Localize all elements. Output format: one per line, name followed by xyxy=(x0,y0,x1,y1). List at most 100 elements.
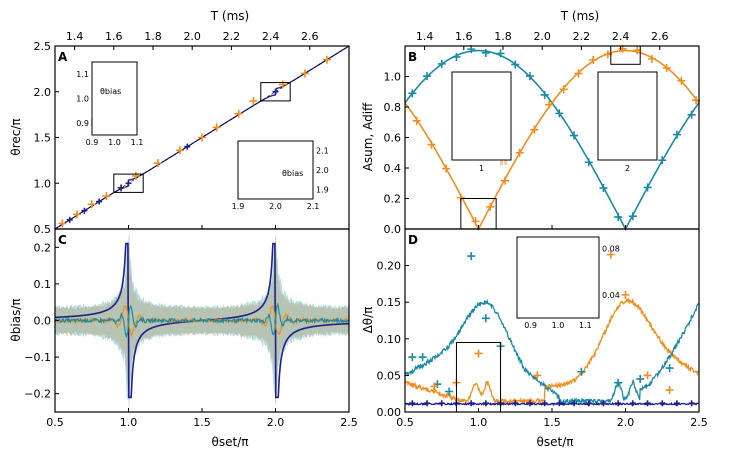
d-xtick-label: 1.5 xyxy=(543,416,561,429)
b-ytick-label: 0.2 xyxy=(384,193,402,206)
data-point-a-orange xyxy=(234,109,243,118)
data-point-d-navy xyxy=(541,400,548,407)
data-point-a-orange xyxy=(175,146,184,155)
data-point-d-orange xyxy=(621,290,630,299)
b-top-tick-label: 1.4 xyxy=(416,30,434,43)
data-point-b-adiff xyxy=(677,76,686,85)
series-d-teal xyxy=(404,298,699,406)
data-point-b-adiff xyxy=(559,85,568,94)
data-point-d-teal xyxy=(614,378,623,387)
data-point-d-navy xyxy=(512,400,519,407)
d-xtick-label: 0.5 xyxy=(396,416,414,429)
b-top-tick-label: 2.0 xyxy=(533,30,551,43)
data-point-a-navy xyxy=(81,207,88,214)
a-ytick-label: 2.0 xyxy=(34,86,52,99)
c-ytick-label: 0.1 xyxy=(34,278,52,291)
data-point-d-orange xyxy=(533,371,542,380)
data-point-d-teal xyxy=(577,367,586,376)
data-point-d-navy xyxy=(644,400,651,407)
data-point-b-asum xyxy=(525,72,534,81)
b-ytick-label: 1.0 xyxy=(384,71,402,84)
data-point-d-teal xyxy=(636,375,645,384)
data-point-d-teal xyxy=(408,353,417,362)
data-point-a-orange xyxy=(198,133,206,142)
data-point-d-navy xyxy=(424,400,431,407)
a-top-tick-label: 2.2 xyxy=(223,30,241,43)
b-ytick-label: 0.6 xyxy=(384,132,402,145)
data-point-d-navy xyxy=(526,400,533,407)
data-point-b-adiff xyxy=(486,202,495,211)
series-c-teal xyxy=(54,302,350,339)
inset-a2-ytick: 2.0 xyxy=(316,166,329,175)
data-point-d-teal xyxy=(445,387,454,396)
data-point-d-navy xyxy=(585,400,592,407)
inset-a2-xtick: 2.1 xyxy=(307,202,320,211)
data-point-d-teal xyxy=(665,364,674,373)
a-ytick-label: 1.5 xyxy=(34,132,52,145)
ylabel-b: Asum, Adiff xyxy=(361,102,375,171)
data-point-b-asum xyxy=(599,184,608,193)
data-point-b-adiff xyxy=(412,116,421,125)
data-point-b-asum xyxy=(687,110,696,119)
d-xtick-label: 2.0 xyxy=(617,416,635,429)
d-ytick-label: 0.15 xyxy=(377,296,402,309)
inset-d-ytick: 0.04 xyxy=(602,291,620,300)
b-top-tick-label: 2.6 xyxy=(651,30,669,43)
top-xlabel-a: T (ms) xyxy=(210,9,249,23)
data-point-d-navy xyxy=(468,400,475,407)
data-point-b-adiff xyxy=(530,125,539,134)
b-ytick-label: 0.4 xyxy=(384,162,402,175)
xlabel-c: θset/π xyxy=(212,435,249,449)
data-point-b-asum xyxy=(672,130,681,139)
a-top-tick-label: 2.4 xyxy=(262,30,280,43)
top-xlabel-b: T (ms) xyxy=(560,9,599,23)
data-point-b-asum xyxy=(658,156,667,165)
inset-d-frame xyxy=(516,236,600,319)
c-xtick-label: 1.5 xyxy=(193,416,211,429)
data-point-b-adiff xyxy=(442,164,451,173)
data-point-a-orange xyxy=(131,171,140,180)
data-point-d-navy xyxy=(571,400,578,407)
data-point-b-adiff xyxy=(589,55,598,64)
data-point-d-navy xyxy=(688,400,695,407)
inset-a1-xtick: 1.0 xyxy=(108,138,121,147)
a-top-tick-label: 2.6 xyxy=(301,30,319,43)
data-point-b-asum xyxy=(614,212,623,221)
data-point-d-navy xyxy=(673,400,680,407)
b-ytick-label: 0.0 xyxy=(384,223,402,236)
data-point-b-adiff xyxy=(515,148,524,157)
a-ytick-label: 1.0 xyxy=(34,177,52,190)
data-point-a-orange xyxy=(153,159,162,168)
data-point-b-asum xyxy=(437,59,446,68)
data-point-b-adiff xyxy=(545,100,554,109)
panel-label-a: A xyxy=(58,50,68,64)
data-point-b-adiff xyxy=(647,54,656,63)
d-xtick-label: 1.0 xyxy=(470,416,488,429)
c-xtick-label: 0.5 xyxy=(46,416,64,429)
b-top-tick-label: 2.2 xyxy=(573,30,591,43)
series-b-adiff xyxy=(404,49,700,231)
inset-a1-ytick: 0.9 xyxy=(76,119,89,128)
panel-label-d: D xyxy=(408,233,418,247)
axes-layer: 0.9 1.0 1.1 0.9 1.0 1.1 1.9 2.0 2.1 1.9 2.0 2.1 1 2 0.… xyxy=(24,30,707,429)
data-point-b-asum xyxy=(628,212,637,221)
data-point-b-adiff xyxy=(662,64,671,73)
series-d-orange xyxy=(404,297,699,406)
data-point-a-orange xyxy=(87,200,96,209)
a-ytick-label: 0.5 xyxy=(34,223,52,236)
c-ytick-label: −0.2 xyxy=(24,388,51,401)
inset-a1-xtick: 0.9 xyxy=(86,138,99,147)
data-point-d-navy xyxy=(438,400,445,407)
inset-b2-xtick: 2 xyxy=(625,164,630,173)
inset-a1-frame xyxy=(91,61,138,136)
c-xtick-label: 2.5 xyxy=(340,416,358,429)
data-point-b-asum xyxy=(481,48,490,57)
ylabel-c: θbias/π xyxy=(9,298,23,341)
inset-a2-xtick: 2.0 xyxy=(269,202,282,211)
inset-a1-ytick: 1.0 xyxy=(76,95,89,104)
inset-d-ytick: 0.08 xyxy=(602,245,620,254)
ylabel-a: θrec/π xyxy=(9,118,23,155)
c-xtick-label: 2.0 xyxy=(267,416,285,429)
inset-d-xtick: 1.1 xyxy=(579,321,592,330)
